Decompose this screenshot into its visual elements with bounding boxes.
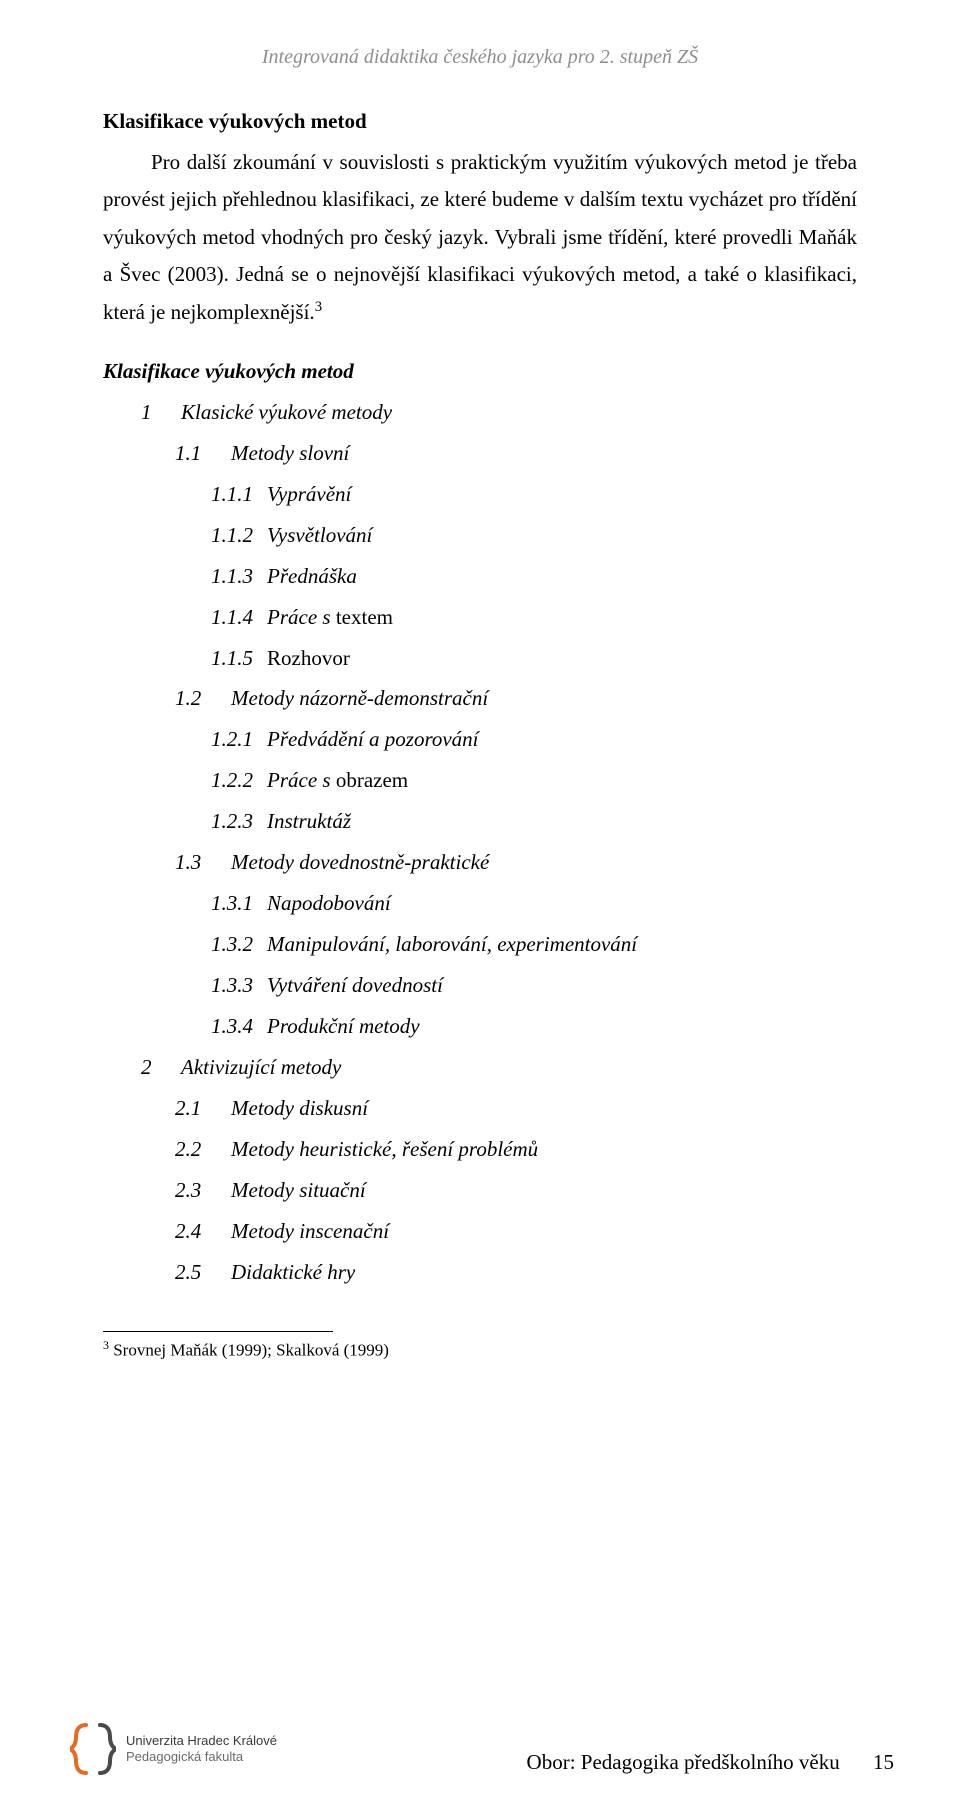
list-item: 1.3.1 Napodobování xyxy=(103,883,857,924)
list-item: 2.5 Didaktické hry xyxy=(103,1252,857,1293)
footnote-separator xyxy=(103,1331,333,1332)
logo-line1: Univerzita Hradec Králové xyxy=(126,1733,277,1749)
list-label: Metody slovní xyxy=(231,433,349,474)
list-num: 2 xyxy=(141,1047,181,1088)
list-num: 1.2.1 xyxy=(211,719,267,760)
intro-paragraph: Pro další zkoumání v souvislosti s prakt… xyxy=(103,144,857,331)
list-label: Instruktáž xyxy=(267,801,351,842)
list-item: 1.2 Metody názorně-demonstrační xyxy=(103,678,857,719)
list-item: 1.1.4 Práce s textem xyxy=(103,597,857,638)
paragraph-text: Pro další zkoumání v souvislosti s prakt… xyxy=(103,150,857,324)
footnote: 3 Srovnej Maňák (1999); Skalková (1999) xyxy=(103,1338,857,1361)
list-item: 2.2 Metody heuristické, řešení problémů xyxy=(103,1129,857,1170)
label-part: Práce s xyxy=(267,605,331,629)
label-part: textem xyxy=(336,605,393,629)
section-title: Klasifikace výukových metod xyxy=(103,109,857,134)
logo-line2: Pedagogická fakulta xyxy=(126,1749,277,1765)
list-num: 2.4 xyxy=(175,1211,231,1252)
outline-list: 1 Klasické výukové metody 1.1 Metody slo… xyxy=(103,392,857,1293)
footer-label: Obor: Pedagogika předškolního věku xyxy=(527,1750,840,1774)
list-num: 1.1.1 xyxy=(211,474,267,515)
list-label: Vysvětlování xyxy=(267,515,372,556)
list-item: 2.3 Metody situační xyxy=(103,1170,857,1211)
list-num: 1.1.2 xyxy=(211,515,267,556)
footnote-text: Srovnej Maňák (1999); Skalková (1999) xyxy=(113,1340,389,1359)
list-num: 2.3 xyxy=(175,1170,231,1211)
list-item: 2 Aktivizující metody xyxy=(103,1047,857,1088)
list-label: Aktivizující metody xyxy=(181,1047,341,1088)
list-item: 1.1 Metody slovní xyxy=(103,433,857,474)
list-num: 2.1 xyxy=(175,1088,231,1129)
list-label: Metody heuristické, řešení problémů xyxy=(231,1129,538,1170)
list-label: Metody diskusní xyxy=(231,1088,368,1129)
page-footer: Univerzita Hradec Králové Pedagogická fa… xyxy=(0,1723,960,1775)
list-item: 1.3.4 Produkční metody xyxy=(103,1006,857,1047)
list-label: Práce s textem xyxy=(267,597,393,638)
list-num: 2.5 xyxy=(175,1252,231,1293)
list-item: 1.1.2 Vysvětlování xyxy=(103,515,857,556)
list-label: Práce s obrazem xyxy=(267,760,408,801)
list-num: 1.1.5 xyxy=(211,638,267,679)
list-num: 2.2 xyxy=(175,1129,231,1170)
logo-text: Univerzita Hradec Králové Pedagogická fa… xyxy=(126,1733,277,1766)
list-num: 1.3 xyxy=(175,842,231,883)
list-label: Manipulování, laborování, experimentován… xyxy=(267,924,637,965)
list-label: Metody názorně-demonstrační xyxy=(231,678,488,719)
list-label: Napodobování xyxy=(267,883,391,924)
list-num: 1.1 xyxy=(175,433,231,474)
list-item: 1.2.1 Předvádění a pozorování xyxy=(103,719,857,760)
footer-right: Obor: Pedagogika předškolního věku 15 xyxy=(527,1750,894,1775)
list-label: Vytváření dovedností xyxy=(267,965,443,1006)
running-header: Integrovaná didaktika českého jazyka pro… xyxy=(103,46,857,69)
list-item: 2.1 Metody diskusní xyxy=(103,1088,857,1129)
brace-icon xyxy=(70,1723,116,1775)
label-part: Práce s xyxy=(267,768,331,792)
list-item: 1.1.1 Vyprávění xyxy=(103,474,857,515)
list-item: 1.3.2 Manipulování, laborování, experime… xyxy=(103,924,857,965)
university-logo: Univerzita Hradec Králové Pedagogická fa… xyxy=(70,1723,277,1775)
list-label: Produkční metody xyxy=(267,1006,420,1047)
list-label: Rozhovor xyxy=(267,638,350,679)
list-item: 1.3 Metody dovednostně-praktické xyxy=(103,842,857,883)
list-num: 1.3.2 xyxy=(211,924,267,965)
list-num: 1.1.3 xyxy=(211,556,267,597)
list-label: Přednáška xyxy=(267,556,357,597)
list-item: 2.4 Metody inscenační xyxy=(103,1211,857,1252)
list-num: 1.2.3 xyxy=(211,801,267,842)
list-heading: Klasifikace výukových metod xyxy=(103,359,857,384)
list-num: 1.3.3 xyxy=(211,965,267,1006)
list-item: 1.1.3 Přednáška xyxy=(103,556,857,597)
list-label: Předvádění a pozorování xyxy=(267,719,479,760)
list-label: Didaktické hry xyxy=(231,1252,355,1293)
list-item: 1 Klasické výukové metody xyxy=(103,392,857,433)
footnote-marker: 3 xyxy=(315,299,322,315)
list-num: 1.2 xyxy=(175,678,231,719)
list-item: 1.2.2 Práce s obrazem xyxy=(103,760,857,801)
page-number: 15 xyxy=(873,1750,894,1774)
list-num: 1.3.4 xyxy=(211,1006,267,1047)
list-item: 1.1.5 Rozhovor xyxy=(103,638,857,679)
list-label: Metody dovednostně-praktické xyxy=(231,842,489,883)
list-num: 1.2.2 xyxy=(211,760,267,801)
list-label: Metody inscenační xyxy=(231,1211,389,1252)
list-num: 1.1.4 xyxy=(211,597,267,638)
list-label: Vyprávění xyxy=(267,474,351,515)
footnote-num: 3 xyxy=(103,1338,109,1352)
list-num: 1.3.1 xyxy=(211,883,267,924)
list-num: 1 xyxy=(141,392,181,433)
list-label: Metody situační xyxy=(231,1170,366,1211)
list-item: 1.3.3 Vytváření dovedností xyxy=(103,965,857,1006)
list-item: 1.2.3 Instruktáž xyxy=(103,801,857,842)
label-part: obrazem xyxy=(336,768,408,792)
list-label: Klasické výukové metody xyxy=(181,392,392,433)
